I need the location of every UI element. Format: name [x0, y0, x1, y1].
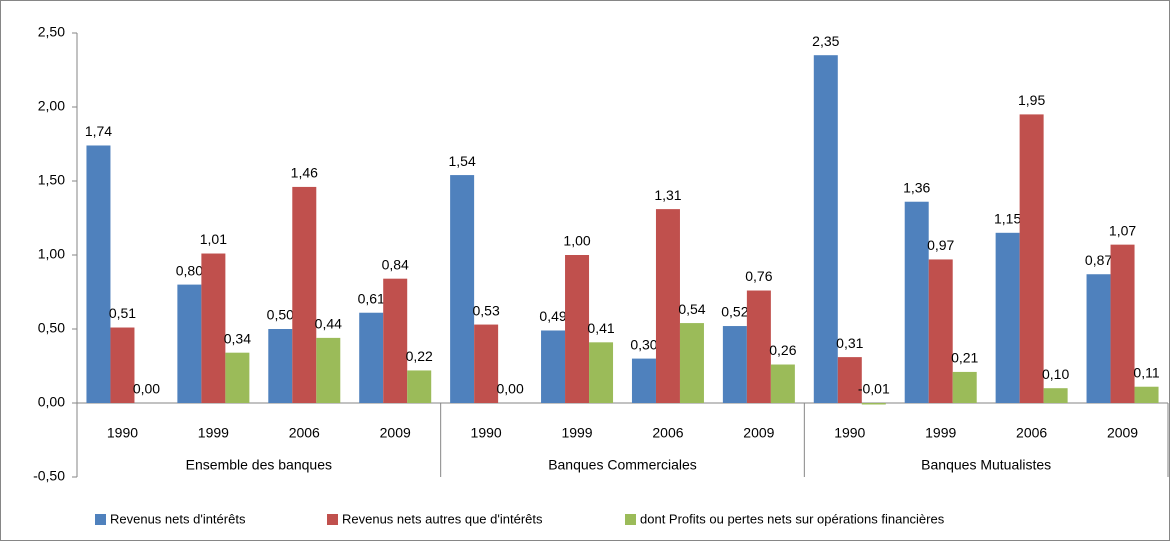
bar — [450, 175, 475, 403]
x-tick-label: 2006 — [289, 425, 320, 441]
bar — [474, 324, 499, 403]
value-label: 1,15 — [994, 211, 1021, 227]
value-label: 0,54 — [678, 301, 705, 317]
value-label: 0,61 — [358, 290, 385, 306]
bar — [1134, 386, 1159, 403]
bar — [679, 323, 704, 403]
y-tick-label: -0,50 — [33, 468, 65, 484]
value-label: 0,97 — [927, 237, 954, 253]
y-tick-label: 2,50 — [38, 24, 65, 40]
value-label: 1,07 — [1109, 222, 1136, 238]
x-tick-label: 2009 — [380, 425, 411, 441]
bar — [1110, 244, 1135, 403]
bar — [722, 326, 747, 403]
bar — [631, 358, 656, 403]
value-label: 0,41 — [587, 320, 614, 336]
x-tick-label: 1999 — [561, 425, 592, 441]
x-tick-label: 1990 — [834, 425, 865, 441]
legend-swatch — [95, 514, 106, 525]
legend-label: dont Profits ou pertes nets sur opératio… — [640, 511, 945, 526]
y-tick-label: 1,00 — [38, 246, 65, 262]
value-label: 0,80 — [176, 262, 203, 278]
x-tick-label: 2006 — [652, 425, 683, 441]
bar — [383, 278, 408, 403]
bar — [995, 232, 1020, 403]
value-label: 0,26 — [769, 342, 796, 358]
value-label: 0,21 — [951, 350, 978, 366]
bar — [541, 330, 566, 403]
y-tick-label: 2,00 — [38, 98, 65, 114]
bar — [268, 329, 293, 403]
bar — [770, 364, 795, 403]
bar — [813, 55, 838, 403]
bar — [110, 327, 135, 403]
value-label: 0,51 — [109, 305, 136, 321]
value-label: 1,95 — [1018, 92, 1045, 108]
bar — [746, 290, 771, 403]
group-label: Banques Commerciales — [548, 457, 697, 473]
legend-label: Revenus nets d'intérêts — [110, 511, 246, 526]
x-tick-label: 2006 — [1016, 425, 1047, 441]
x-tick-label: 1990 — [471, 425, 502, 441]
value-label: 0,44 — [315, 316, 342, 332]
bar — [837, 357, 862, 403]
y-tick-label: 0,00 — [38, 394, 65, 410]
value-label: 1,36 — [903, 179, 930, 195]
value-label: 0,52 — [721, 304, 748, 320]
x-tick-label: 1999 — [925, 425, 956, 441]
x-tick-label: 2009 — [1107, 425, 1138, 441]
bar — [861, 403, 886, 405]
bar — [565, 255, 590, 403]
value-label: 0,31 — [836, 335, 863, 351]
bar — [86, 145, 111, 404]
bar — [928, 259, 953, 403]
x-tick-label: 2009 — [743, 425, 774, 441]
bar — [1086, 274, 1111, 403]
value-label: 0,34 — [224, 330, 251, 346]
value-label: 0,00 — [497, 381, 524, 397]
y-tick-label: 0,50 — [38, 320, 65, 336]
value-label: 0,30 — [630, 336, 657, 352]
value-label: 0,10 — [1042, 366, 1069, 382]
value-label: 0,87 — [1085, 252, 1112, 268]
bar — [225, 352, 250, 403]
value-label: 0,22 — [406, 348, 433, 364]
value-label: 0,11 — [1133, 364, 1159, 380]
value-label: 1,54 — [449, 153, 476, 169]
bar — [201, 253, 226, 403]
bar — [407, 370, 432, 403]
value-label: 0,49 — [539, 308, 566, 324]
value-label: 1,01 — [200, 231, 227, 247]
group-label: Banques Mutualistes — [921, 457, 1051, 473]
value-label: 2,35 — [812, 33, 839, 49]
legend-swatch — [625, 514, 636, 525]
bar — [904, 201, 929, 403]
bar — [1043, 388, 1068, 403]
value-label: 0,53 — [473, 302, 500, 318]
bar — [655, 209, 680, 403]
value-label: 1,31 — [654, 187, 681, 203]
value-label: 0,00 — [133, 381, 160, 397]
value-label: 0,76 — [745, 268, 772, 284]
bar — [359, 312, 384, 403]
value-label: 1,74 — [85, 123, 112, 139]
bar — [589, 342, 614, 403]
group-label: Ensemble des banques — [186, 457, 332, 473]
bar — [1019, 114, 1044, 404]
legend-label: Revenus nets autres que d'intérêts — [342, 511, 543, 526]
bar — [292, 186, 317, 403]
value-label: 1,00 — [563, 233, 590, 249]
bar — [316, 337, 341, 403]
legend-swatch — [327, 514, 338, 525]
x-tick-label: 1990 — [107, 425, 138, 441]
y-tick-label: 1,50 — [38, 172, 65, 188]
value-label: 1,46 — [291, 165, 318, 181]
value-label: -0,01 — [858, 381, 890, 397]
value-label: 0,84 — [382, 256, 409, 272]
bar — [952, 371, 977, 403]
bar — [177, 284, 202, 403]
value-label: 0,50 — [267, 307, 294, 323]
x-tick-label: 1999 — [198, 425, 229, 441]
